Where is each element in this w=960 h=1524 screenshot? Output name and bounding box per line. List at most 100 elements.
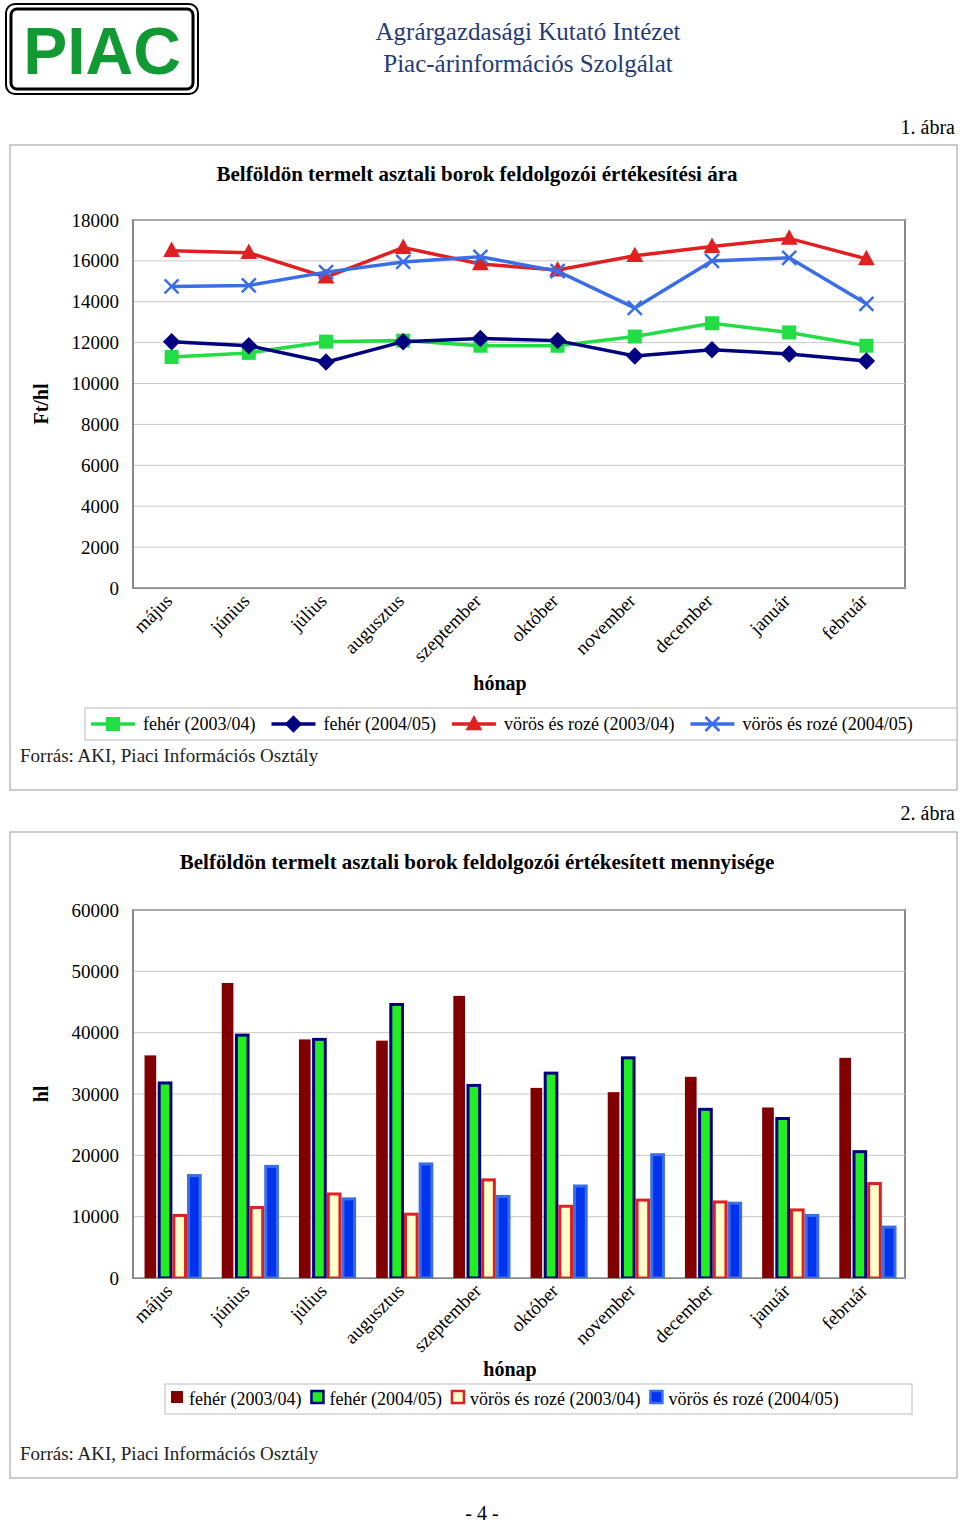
marks (145, 983, 895, 1278)
y-tick-label: 10000 (72, 373, 120, 394)
bar (575, 1186, 587, 1278)
marker (163, 333, 181, 351)
marker (165, 350, 179, 364)
y-tick-label: 6000 (81, 455, 119, 476)
grid-line (133, 1032, 905, 1033)
y-tick: 4000 (81, 496, 133, 517)
chart-title: Belföldön termelt asztali borok feldolgo… (216, 162, 738, 186)
x-tick-label: szeptember (409, 1280, 485, 1356)
bar (314, 1039, 326, 1278)
marker (703, 341, 721, 359)
x-tick: december (650, 1278, 718, 1347)
grid-line (133, 465, 905, 466)
marker (394, 333, 412, 351)
marker (472, 330, 490, 348)
bar (777, 1119, 789, 1278)
bar (453, 996, 465, 1278)
grid-line (133, 971, 905, 972)
y-tick: 10000 (72, 373, 134, 394)
x-tick-label: december (650, 1280, 718, 1348)
legend-item: vörös és rozé (2003/04) (452, 1389, 640, 1410)
y-tick: 0 (110, 1268, 134, 1289)
y-tick-label: 40000 (72, 1022, 120, 1043)
x-tick-label: november (571, 1280, 640, 1349)
bar (420, 1164, 432, 1278)
marker (473, 250, 487, 264)
legend-item: fehér (2003/04) (91, 714, 255, 735)
legend-frame (165, 1384, 912, 1414)
y-tick-label: 14000 (72, 291, 120, 312)
y-tick-label: 16000 (72, 250, 120, 271)
x-tick-label: február (818, 590, 872, 644)
bar (222, 983, 234, 1278)
service: Piac-árinformációs Szolgálat (383, 50, 673, 77)
marker (858, 352, 876, 370)
x-tick-label: július (285, 590, 330, 635)
legend-label: vörös és rozé (2004/05) (742, 714, 912, 735)
chart-title: Belföldön termelt asztali borok feldolgo… (180, 850, 774, 874)
bar (343, 1199, 355, 1278)
bar (637, 1200, 649, 1278)
grid-line (133, 547, 905, 548)
bar (806, 1215, 818, 1278)
x-tick: január (745, 1278, 795, 1329)
x-tick-label: június (205, 590, 253, 638)
x-tick-label: augusztus (340, 590, 408, 658)
legend-item: vörös és rozé (2003/04) (452, 714, 674, 735)
bar (791, 1210, 803, 1278)
legend-swatch (171, 1391, 183, 1403)
series-line (172, 257, 867, 308)
x-axis: májusjúniusjúliusaugusztusszeptemberoktó… (129, 1278, 905, 1356)
marker (319, 335, 333, 349)
x-tick: január (745, 588, 795, 639)
x-tick-label: január (745, 590, 795, 640)
legend-label: fehér (2004/05) (323, 714, 435, 735)
marker (551, 264, 565, 278)
y-axis: 0200040006000800010000120001400016000180… (72, 210, 134, 599)
y-tick: 8000 (81, 414, 133, 435)
legend-item: fehér (2003/04) (171, 1389, 301, 1410)
marker (704, 237, 721, 252)
marker (705, 316, 719, 330)
bar (376, 1041, 388, 1278)
y-tick: 14000 (72, 291, 134, 312)
y-tick-label: 12000 (72, 332, 120, 353)
bar (762, 1107, 774, 1278)
x-tick: február (818, 1278, 872, 1334)
marker (395, 239, 412, 254)
x-tick-label: július (285, 1280, 330, 1325)
y-axis-title: hl (30, 1085, 52, 1102)
x-tick-label: május (129, 590, 176, 637)
chart-frame (10, 832, 957, 1478)
legend-item: vörös és rozé (2004/05) (650, 1389, 838, 1410)
x-tick: augusztus (340, 1278, 408, 1348)
marker (626, 347, 644, 365)
y-tick: 40000 (72, 1022, 134, 1043)
x-tick: december (650, 588, 718, 657)
bar (483, 1180, 495, 1278)
bar (685, 1077, 697, 1278)
marker (628, 301, 642, 315)
x-tick: június (205, 588, 253, 638)
y-tick-label: 20000 (72, 1145, 120, 1166)
bar (700, 1109, 712, 1278)
y-tick: 2000 (81, 537, 133, 558)
x-tick: október (507, 588, 563, 646)
y-tick: 18000 (72, 210, 134, 231)
source: Forrás: AKI, Piaci Információs Osztály (20, 745, 319, 766)
page-number: - 4 - (465, 1502, 498, 1524)
x-axis-line (134, 588, 906, 589)
y-tick-label: 10000 (72, 1206, 120, 1227)
bar (854, 1152, 866, 1278)
y-tick: 30000 (72, 1084, 134, 1105)
y-tick-label: 60000 (72, 900, 120, 921)
legend-marker (466, 715, 483, 730)
marker (319, 265, 333, 279)
y-tick-label: 18000 (72, 210, 120, 231)
marker (858, 250, 875, 265)
legend-frame (85, 708, 957, 740)
y-tick-label: 2000 (81, 537, 119, 558)
logo: PIAC (23, 14, 181, 88)
marker (628, 330, 642, 344)
marker (782, 251, 796, 265)
